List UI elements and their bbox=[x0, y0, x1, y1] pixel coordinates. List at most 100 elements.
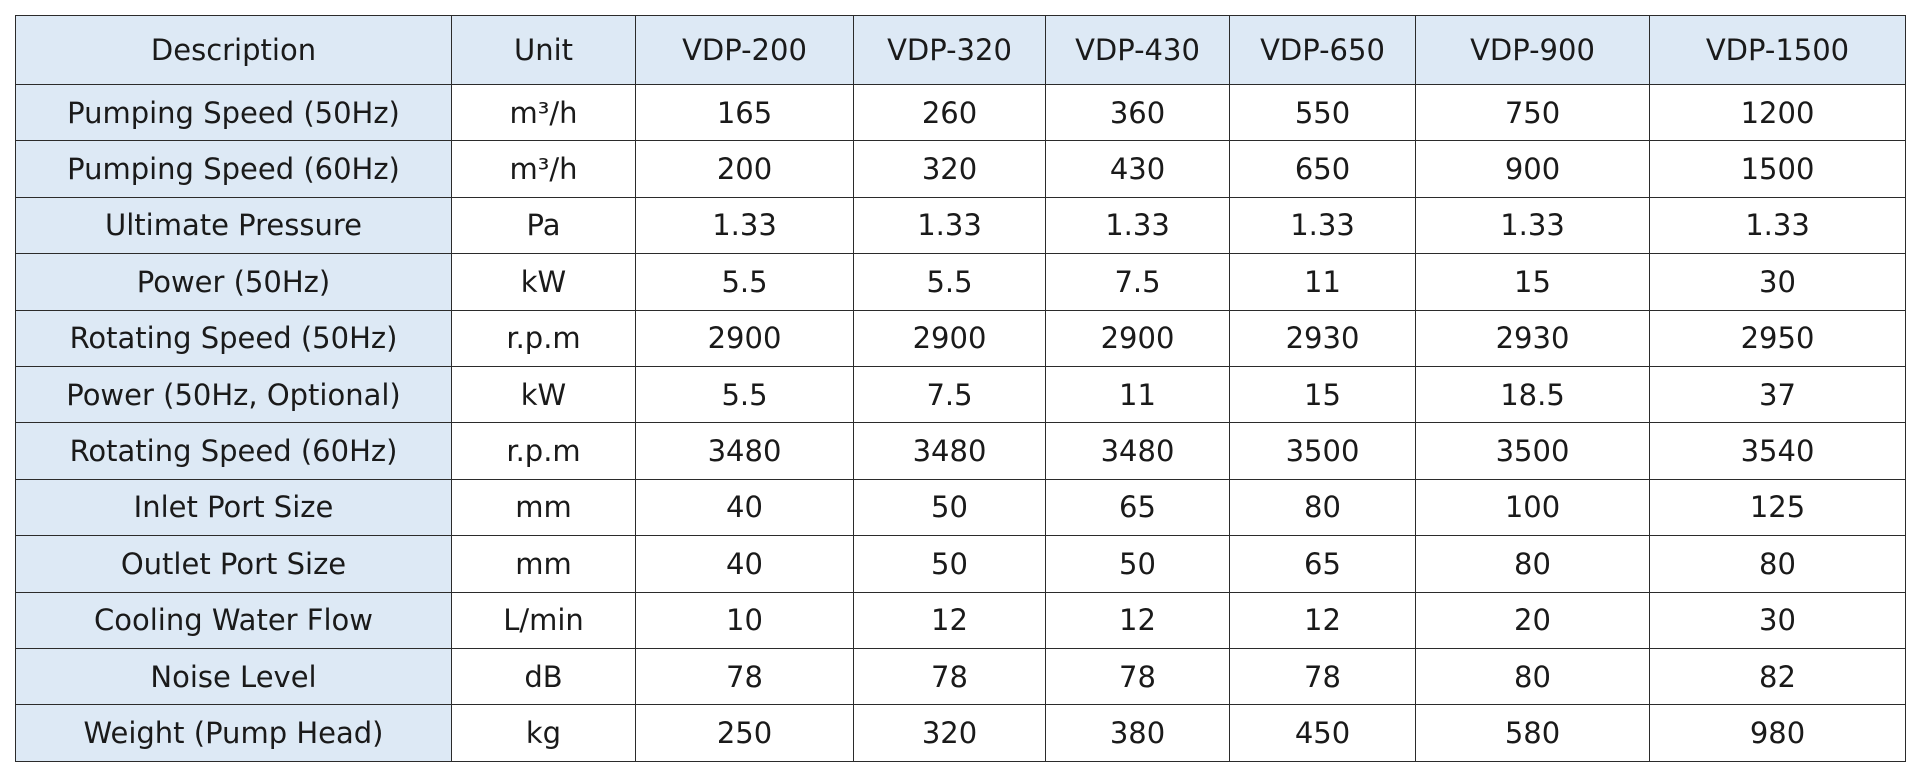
value-cell: 3480 bbox=[635, 422, 854, 480]
value-cell: 40 bbox=[635, 478, 854, 537]
value-cell: 125 bbox=[1649, 478, 1906, 537]
row-label: Pumping Speed (50Hz) bbox=[15, 83, 452, 142]
table-row: Rotating Speed (60Hz) r.p.m 3480 3480 3480 35… bbox=[15, 422, 1906, 480]
header-description: Description bbox=[15, 15, 452, 85]
value-cell: 12 bbox=[1045, 591, 1230, 649]
value-cell: 50 bbox=[853, 535, 1046, 593]
unit-cell: Pa bbox=[451, 196, 636, 255]
header-row: Description Unit VDP-200 VDP-320 VDP-430… bbox=[15, 15, 1906, 85]
value-cell: 80 bbox=[1415, 647, 1650, 706]
row-label: Inlet Port Size bbox=[15, 478, 452, 537]
value-cell: 10 bbox=[635, 591, 854, 649]
row-label: Power (50Hz) bbox=[15, 253, 452, 311]
value-cell: 1.33 bbox=[1045, 196, 1230, 255]
value-cell: 30 bbox=[1649, 591, 1906, 649]
unit-cell: mm bbox=[451, 535, 636, 593]
table-row: Weight (Pump Head) kg 250 320 380 450 580 980 bbox=[15, 704, 1906, 762]
value-cell: 320 bbox=[853, 140, 1046, 198]
value-cell: 37 bbox=[1649, 365, 1906, 424]
value-cell: 360 bbox=[1045, 83, 1230, 142]
value-cell: 78 bbox=[635, 647, 854, 706]
value-cell: 2900 bbox=[635, 309, 854, 367]
header-unit: Unit bbox=[451, 15, 636, 85]
row-label: Rotating Speed (50Hz) bbox=[15, 309, 452, 367]
value-cell: 3480 bbox=[1045, 422, 1230, 480]
table-row: Ultimate Pressure Pa 1.33 1.33 1.33 1.33 1.33 1… bbox=[15, 196, 1906, 255]
value-cell: 50 bbox=[853, 478, 1046, 537]
row-label: Cooling Water Flow bbox=[15, 591, 452, 649]
table-row: Power (50Hz) kW 5.5 5.5 7.5 11 15 30 bbox=[15, 253, 1906, 311]
row-label: Ultimate Pressure bbox=[15, 196, 452, 255]
value-cell: 430 bbox=[1045, 140, 1230, 198]
value-cell: 2950 bbox=[1649, 309, 1906, 367]
value-cell: 1.33 bbox=[635, 196, 854, 255]
value-cell: 78 bbox=[1045, 647, 1230, 706]
unit-cell: kW bbox=[451, 365, 636, 424]
value-cell: 80 bbox=[1229, 478, 1416, 537]
value-cell: 320 bbox=[853, 704, 1046, 762]
unit-cell: L/min bbox=[451, 591, 636, 649]
table-row: Noise Level dB 78 78 78 78 80 82 bbox=[15, 647, 1906, 706]
value-cell: 7.5 bbox=[853, 365, 1046, 424]
row-label: Power (50Hz, Optional) bbox=[15, 365, 452, 424]
header-vdp-650: VDP-650 bbox=[1229, 15, 1416, 85]
unit-cell: mm bbox=[451, 478, 636, 537]
unit-cell: kW bbox=[451, 253, 636, 311]
value-cell: 78 bbox=[853, 647, 1046, 706]
table-row: Rotating Speed (50Hz) r.p.m 2900 2900 2900 29… bbox=[15, 309, 1906, 367]
spec-table-body: Pumping Speed (50Hz) m³/h 165 260 360 550 750 1… bbox=[15, 83, 1906, 762]
value-cell: 1.33 bbox=[1415, 196, 1650, 255]
value-cell: 450 bbox=[1229, 704, 1416, 762]
value-cell: 650 bbox=[1229, 140, 1416, 198]
value-cell: 12 bbox=[1229, 591, 1416, 649]
header-vdp-1500: VDP-1500 bbox=[1649, 15, 1906, 85]
table-row: Pumping Speed (60Hz) m³/h 200 320 430 650 900 1… bbox=[15, 140, 1906, 198]
value-cell: 2900 bbox=[1045, 309, 1230, 367]
unit-cell: kg bbox=[451, 704, 636, 762]
header-vdp-900: VDP-900 bbox=[1415, 15, 1650, 85]
row-label: Pumping Speed (60Hz) bbox=[15, 140, 452, 198]
value-cell: 200 bbox=[635, 140, 854, 198]
value-cell: 82 bbox=[1649, 647, 1906, 706]
value-cell: 30 bbox=[1649, 253, 1906, 311]
table-row: Inlet Port Size mm 40 50 65 80 100 125 bbox=[15, 478, 1906, 537]
unit-cell: dB bbox=[451, 647, 636, 706]
unit-cell: m³/h bbox=[451, 83, 636, 142]
value-cell: 2930 bbox=[1415, 309, 1650, 367]
value-cell: 5.5 bbox=[635, 365, 854, 424]
value-cell: 20 bbox=[1415, 591, 1650, 649]
value-cell: 3480 bbox=[853, 422, 1046, 480]
header-vdp-430: VDP-430 bbox=[1045, 15, 1230, 85]
spec-table-container: Description Unit VDP-200 VDP-320 VDP-430… bbox=[15, 15, 1906, 762]
value-cell: 2900 bbox=[853, 309, 1046, 367]
value-cell: 18.5 bbox=[1415, 365, 1650, 424]
value-cell: 3500 bbox=[1415, 422, 1650, 480]
value-cell: 3500 bbox=[1229, 422, 1416, 480]
value-cell: 1.33 bbox=[1229, 196, 1416, 255]
value-cell: 980 bbox=[1649, 704, 1906, 762]
value-cell: 380 bbox=[1045, 704, 1230, 762]
table-row: Pumping Speed (50Hz) m³/h 165 260 360 550 750 1… bbox=[15, 83, 1906, 142]
unit-cell: m³/h bbox=[451, 140, 636, 198]
value-cell: 80 bbox=[1649, 535, 1906, 593]
unit-cell: r.p.m bbox=[451, 422, 636, 480]
value-cell: 1500 bbox=[1649, 140, 1906, 198]
row-label: Noise Level bbox=[15, 647, 452, 706]
value-cell: 1200 bbox=[1649, 83, 1906, 142]
value-cell: 900 bbox=[1415, 140, 1650, 198]
header-vdp-200: VDP-200 bbox=[635, 15, 854, 85]
value-cell: 165 bbox=[635, 83, 854, 142]
value-cell: 580 bbox=[1415, 704, 1650, 762]
value-cell: 1.33 bbox=[853, 196, 1046, 255]
value-cell: 40 bbox=[635, 535, 854, 593]
value-cell: 15 bbox=[1415, 253, 1650, 311]
value-cell: 11 bbox=[1045, 365, 1230, 424]
row-label: Weight (Pump Head) bbox=[15, 704, 452, 762]
value-cell: 1.33 bbox=[1649, 196, 1906, 255]
value-cell: 5.5 bbox=[853, 253, 1046, 311]
header-vdp-320: VDP-320 bbox=[853, 15, 1046, 85]
value-cell: 260 bbox=[853, 83, 1046, 142]
value-cell: 100 bbox=[1415, 478, 1650, 537]
value-cell: 11 bbox=[1229, 253, 1416, 311]
value-cell: 65 bbox=[1229, 535, 1416, 593]
